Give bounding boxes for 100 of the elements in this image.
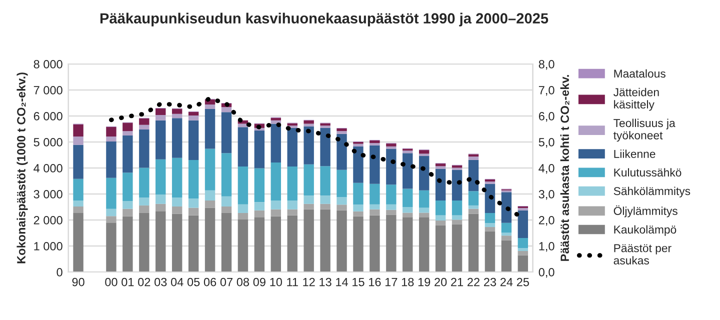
bar xyxy=(435,164,446,166)
bar xyxy=(386,148,396,185)
bar xyxy=(204,208,216,272)
legend-label: Maatalous xyxy=(614,69,666,78)
x-tick-label: 01 xyxy=(122,278,134,286)
bar xyxy=(254,217,265,272)
bar xyxy=(435,200,446,216)
x-tick-label: 12 xyxy=(303,278,315,286)
bar xyxy=(402,150,413,154)
bar xyxy=(106,208,116,216)
x-tick-label: 11 xyxy=(287,278,298,286)
bar xyxy=(204,200,216,208)
bar xyxy=(386,144,396,146)
bar xyxy=(370,209,380,216)
bar xyxy=(139,198,150,206)
bar xyxy=(320,128,330,166)
bar xyxy=(172,158,182,198)
bar xyxy=(172,214,182,272)
y-tick-label: 7 000 xyxy=(34,86,62,94)
bar xyxy=(106,136,116,142)
bar xyxy=(238,212,248,220)
bar xyxy=(468,191,479,206)
bar xyxy=(370,140,380,144)
bar xyxy=(518,238,528,248)
x-tick-label: 00 xyxy=(105,278,118,286)
bar xyxy=(156,120,166,160)
bar xyxy=(221,212,232,272)
bar xyxy=(204,148,216,190)
bar xyxy=(188,208,199,216)
bar xyxy=(484,212,496,224)
bar xyxy=(221,196,232,206)
x-tick-label: 19 xyxy=(418,278,430,286)
bar xyxy=(386,204,396,210)
x-tick-label: 16 xyxy=(369,278,381,286)
bar xyxy=(287,166,298,200)
x-tick-label: 06 xyxy=(204,278,216,286)
y-tick-label: 1 000 xyxy=(34,242,62,250)
bar xyxy=(353,182,364,205)
bar xyxy=(402,217,413,272)
bar xyxy=(254,168,265,202)
bar xyxy=(106,126,116,137)
bar xyxy=(419,217,430,272)
bar xyxy=(172,206,182,214)
bar xyxy=(188,160,199,199)
bar xyxy=(468,154,479,157)
y-tick-label: 8 000 xyxy=(34,60,62,68)
bar xyxy=(172,108,182,114)
bar xyxy=(435,225,446,272)
legend-label: Teollisuus ja työkoneet xyxy=(613,118,676,142)
bar xyxy=(518,255,528,272)
y-tick-label: 4 000 xyxy=(34,164,62,172)
x-tick-label: 14 xyxy=(336,278,348,286)
x-tick-label: 21 xyxy=(451,278,464,286)
bar xyxy=(353,204,364,212)
bar xyxy=(353,216,364,272)
bar xyxy=(172,118,182,158)
x-tick-label: 08 xyxy=(236,278,250,286)
chart-title: Pääkaupunkiseudun kasvihuonekaasupäästöt 1990 ja 2000–2025 xyxy=(100,12,548,26)
bar xyxy=(452,170,462,200)
bar xyxy=(370,204,380,210)
y2-tick-label: 3,0 xyxy=(538,190,554,200)
bar xyxy=(73,206,84,213)
bar xyxy=(518,250,528,256)
bar xyxy=(320,209,330,272)
y-axis-title: Kokonaispäästöt (1000 t CO₂-ekv.) xyxy=(16,72,28,264)
bar xyxy=(484,179,496,182)
bar xyxy=(468,214,479,272)
bar xyxy=(188,215,199,272)
bar xyxy=(156,108,166,115)
y2-tick-label: 0,0 xyxy=(538,268,554,278)
bar xyxy=(386,210,396,215)
legend-label: Sähkölämmitys xyxy=(614,186,690,198)
legend-label: Jätteiden käsittely xyxy=(613,88,659,111)
legend-label: Päästöt per asukas xyxy=(614,244,672,264)
x-tick-label: 07 xyxy=(220,278,232,286)
bar xyxy=(370,184,380,204)
x-tick-label: 15 xyxy=(352,278,364,286)
legend-label: Liikenne xyxy=(614,150,656,158)
x-tick-label: 10 xyxy=(270,278,282,286)
legend-label: Kulutussähkö xyxy=(614,168,682,177)
bar xyxy=(73,212,84,272)
y-tick-label: 6 000 xyxy=(34,112,62,120)
bar xyxy=(518,248,528,251)
bar xyxy=(238,219,248,272)
bar xyxy=(501,232,512,236)
y2-tick-label: 1,0 xyxy=(539,242,554,252)
x-tick-label: 25 xyxy=(516,278,529,286)
bar xyxy=(518,210,528,238)
bar xyxy=(304,124,314,126)
bar xyxy=(435,220,446,226)
bar xyxy=(156,204,166,212)
y2-tick-label: 8,0 xyxy=(538,60,554,70)
bar xyxy=(221,206,232,213)
bar xyxy=(122,136,133,173)
bar xyxy=(287,128,298,166)
bar xyxy=(353,144,364,146)
bar xyxy=(73,124,84,137)
x-tick-label: 09 xyxy=(253,278,266,286)
bar xyxy=(452,200,462,216)
bar xyxy=(270,216,282,272)
